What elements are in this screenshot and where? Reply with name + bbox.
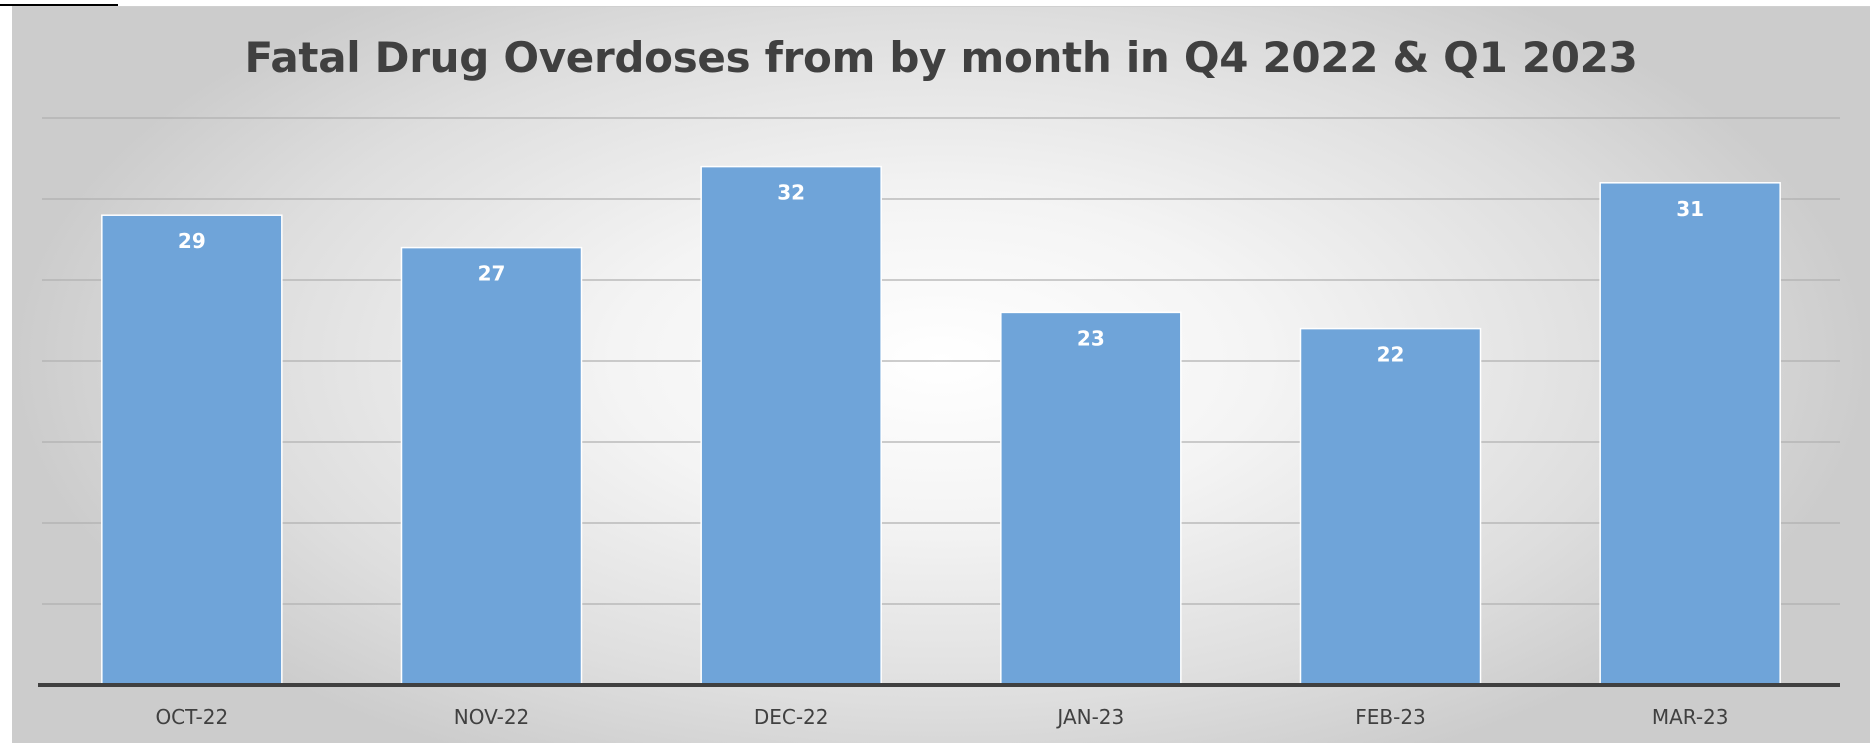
bar-feb-23 — [1299, 327, 1482, 686]
x-tick-jan-23: JAN-23 — [1055, 705, 1124, 729]
bar-mar-23 — [1599, 182, 1781, 686]
data-label-dec-22: 32 — [777, 181, 805, 205]
x-tick-labels: OCT-22 NOV-22 DEC-22 JAN-23 FEB-23 MAR-23 — [155, 705, 1728, 729]
x-tick-dec-22: DEC-22 — [754, 705, 829, 729]
bars — [101, 165, 1781, 686]
corner-rule — [0, 4, 118, 6]
bar-oct-22 — [101, 214, 283, 686]
data-label-jan-23: 23 — [1077, 326, 1105, 350]
bar-jan-23 — [1000, 311, 1182, 686]
bar-nov-22 — [400, 246, 583, 686]
chart-area: Fatal Drug Overdoses from by month in Q4… — [12, 6, 1870, 743]
data-label-nov-22: 27 — [478, 262, 506, 286]
bar-dec-22 — [700, 165, 882, 686]
x-tick-mar-23: MAR-23 — [1652, 705, 1729, 729]
data-labels: 29 27 32 23 22 31 — [178, 181, 1704, 367]
x-tick-nov-22: NOV-22 — [454, 705, 530, 729]
x-tick-feb-23: FEB-23 — [1355, 705, 1426, 729]
data-label-oct-22: 29 — [178, 229, 206, 253]
gridlines — [42, 117, 1840, 605]
data-label-mar-23: 31 — [1676, 197, 1704, 221]
chart-title: Fatal Drug Overdoses from by month in Q4… — [244, 33, 1638, 82]
x-tick-oct-22: OCT-22 — [155, 705, 228, 729]
chart-plot: 29 27 32 23 22 31 OCT-22 NOV-22 DEC-22 JAN-23 FEB… — [38, 117, 1840, 729]
data-label-feb-23: 22 — [1377, 343, 1405, 367]
